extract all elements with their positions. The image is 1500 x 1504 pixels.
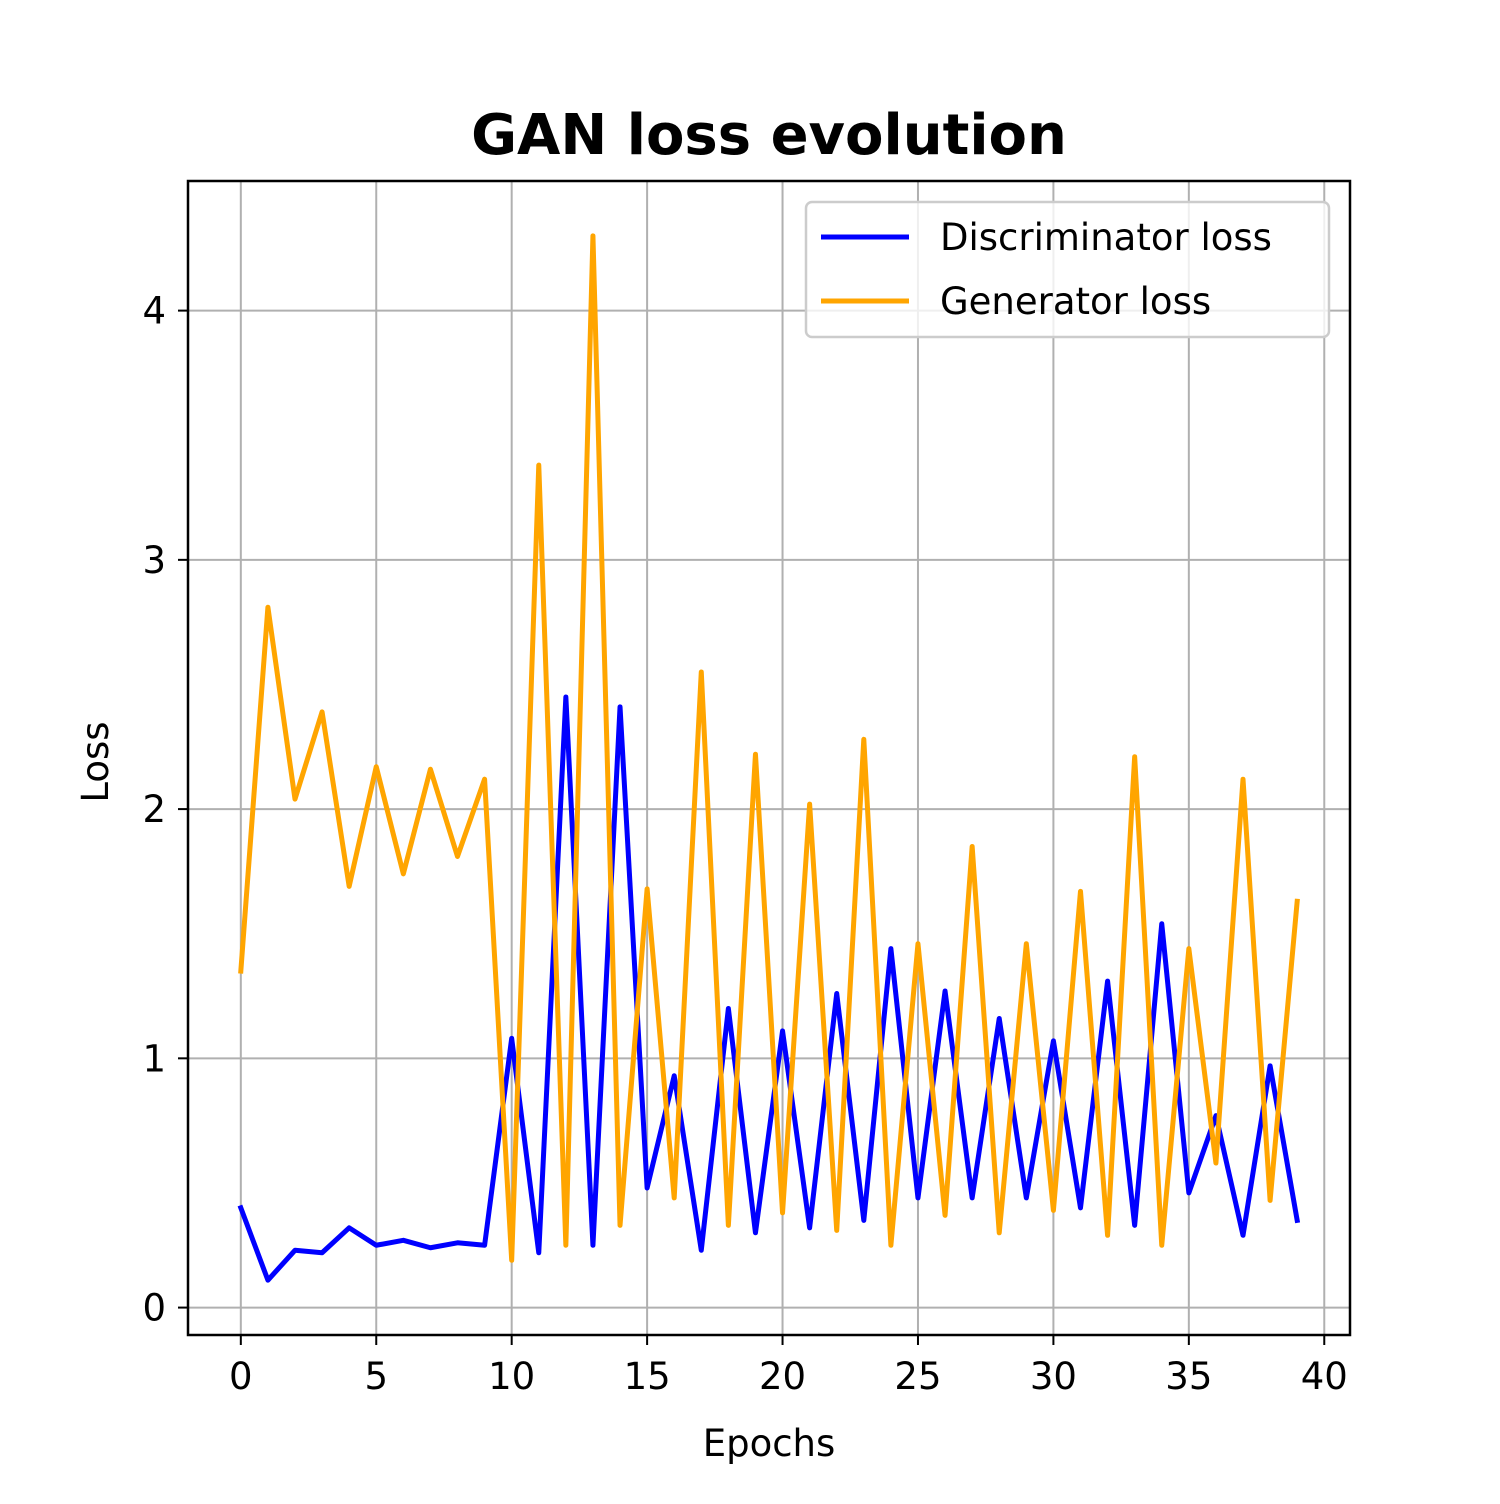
legend-entry-label: Generator loss [940, 280, 1211, 323]
x-tick-label: 5 [364, 1355, 388, 1398]
x-tick-label: 35 [1165, 1355, 1212, 1398]
y-axis-label: Loss [74, 721, 117, 802]
y-tick-label: 0 [142, 1287, 166, 1330]
x-tick-label: 30 [1030, 1355, 1077, 1398]
axis-ticks: 0 5 10 15 20 25 30 35 40 0 1 2 3 4 [142, 290, 1347, 1398]
y-tick-label: 1 [142, 1037, 166, 1080]
legend-entry-label: Discriminator loss [940, 216, 1272, 259]
chart-title: GAN loss evolution [471, 103, 1067, 168]
series-line-generator [238, 233, 1300, 1263]
x-tick-label: 20 [759, 1355, 806, 1398]
y-tick-label: 3 [142, 539, 166, 582]
x-tick-label: 10 [488, 1355, 535, 1398]
x-axis-label: Epochs [703, 1422, 836, 1465]
legend-box [804, 200, 1331, 339]
y-tick-label: 2 [142, 788, 166, 831]
x-tick-label: 40 [1301, 1355, 1348, 1398]
grid-lines [188, 181, 1350, 1335]
series-lines [237, 233, 1301, 1283]
legend: Discriminator loss Generator loss [804, 200, 1331, 339]
x-tick-label: 25 [894, 1355, 941, 1398]
y-tick-label: 4 [142, 290, 166, 333]
plot-frame [186, 179, 1352, 1337]
x-tick-label: 15 [624, 1355, 671, 1398]
series-line-discriminator [237, 694, 1301, 1283]
x-tick-label: 0 [229, 1355, 253, 1398]
